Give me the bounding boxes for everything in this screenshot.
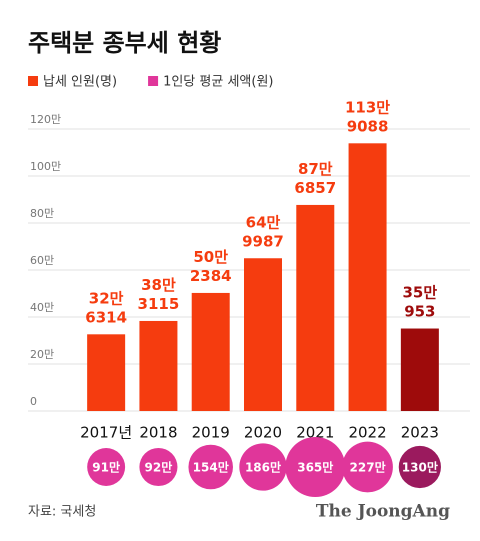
bubble-label: 186만 bbox=[245, 460, 281, 475]
brand: The JoongAng bbox=[316, 502, 450, 522]
y-tick-label: 60만 bbox=[30, 254, 54, 267]
bar bbox=[296, 204, 335, 411]
y-tick-label: 0 bbox=[30, 395, 37, 408]
y-tick-label: 120만 bbox=[30, 113, 61, 126]
bar bbox=[400, 328, 439, 411]
value-label: 64만 9987 bbox=[242, 213, 284, 250]
legend-label: 1인당 평균 세액(원) bbox=[163, 75, 273, 90]
legend-swatch bbox=[28, 76, 38, 86]
bubble bbox=[342, 441, 393, 493]
source: 자료: 국세청 bbox=[28, 505, 96, 520]
bubble-label: 130만 bbox=[402, 460, 438, 475]
x-tick-label: 2021 bbox=[296, 424, 334, 442]
bar bbox=[87, 334, 126, 411]
value-label: 32만 6314 bbox=[85, 289, 127, 326]
x-tick-label: 2023 bbox=[401, 424, 439, 442]
y-tick-label: 80만 bbox=[30, 207, 54, 220]
value-label: 35만 953 bbox=[403, 283, 438, 320]
bubble-label: 154만 bbox=[193, 460, 229, 475]
legend-swatch bbox=[148, 76, 159, 86]
bar bbox=[191, 292, 230, 411]
bubble-label: 91만 bbox=[92, 460, 120, 475]
legend-label: 납세 인원(명) bbox=[43, 75, 117, 90]
bubble bbox=[239, 443, 287, 491]
chart-title: 주택분 종부세 현황 bbox=[28, 29, 221, 57]
bar bbox=[139, 320, 178, 411]
bubble bbox=[285, 437, 346, 497]
bubble bbox=[139, 447, 178, 487]
bar bbox=[244, 258, 282, 411]
y-tick-label: 40만 bbox=[30, 301, 54, 314]
value-label: 38만 3115 bbox=[138, 275, 180, 312]
bubble bbox=[398, 445, 441, 489]
x-tick-label: 2017년 bbox=[80, 424, 132, 442]
bubble bbox=[87, 448, 126, 486]
y-tick-label: 100만 bbox=[30, 160, 61, 173]
bubble-label: 227만 bbox=[350, 460, 386, 475]
bubble-label: 92만 bbox=[145, 460, 173, 475]
x-tick-label: 2022 bbox=[348, 424, 386, 442]
x-tick-label: 2019 bbox=[192, 424, 230, 442]
x-tick-label: 2018 bbox=[139, 424, 177, 442]
x-tick-label: 2020 bbox=[244, 424, 282, 442]
bar bbox=[348, 143, 387, 411]
bubble bbox=[188, 444, 233, 490]
value-label: 50만 2384 bbox=[190, 247, 232, 284]
value-label: 113만 9088 bbox=[345, 98, 390, 135]
bubble-label: 365만 bbox=[297, 460, 333, 475]
value-label: 87만 6857 bbox=[294, 159, 336, 196]
y-tick-label: 20만 bbox=[30, 348, 54, 361]
